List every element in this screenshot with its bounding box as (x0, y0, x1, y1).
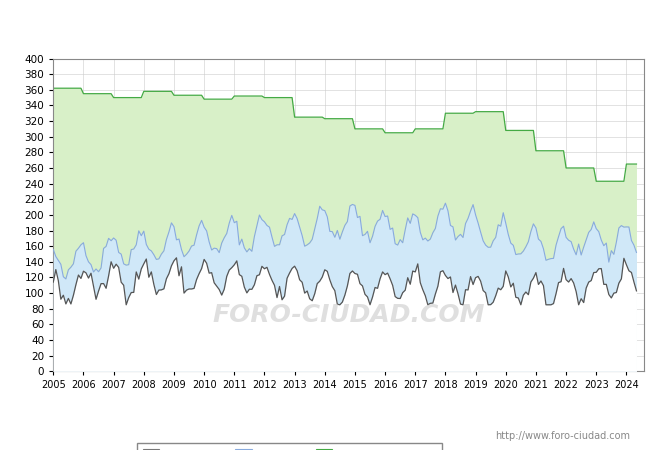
Legend: Ocupados, Parados, Hab. entre 16-64: Ocupados, Parados, Hab. entre 16-64 (137, 443, 441, 450)
Text: http://www.foro-ciudad.com: http://www.foro-ciudad.com (495, 431, 630, 441)
Text: FORO-CIUDAD.COM: FORO-CIUDAD.COM (212, 303, 485, 327)
Text: Poyales del Hoyo - Evolucion de la poblacion en edad de Trabajar Mayo de 2024: Poyales del Hoyo - Evolucion de la pobla… (58, 19, 592, 32)
